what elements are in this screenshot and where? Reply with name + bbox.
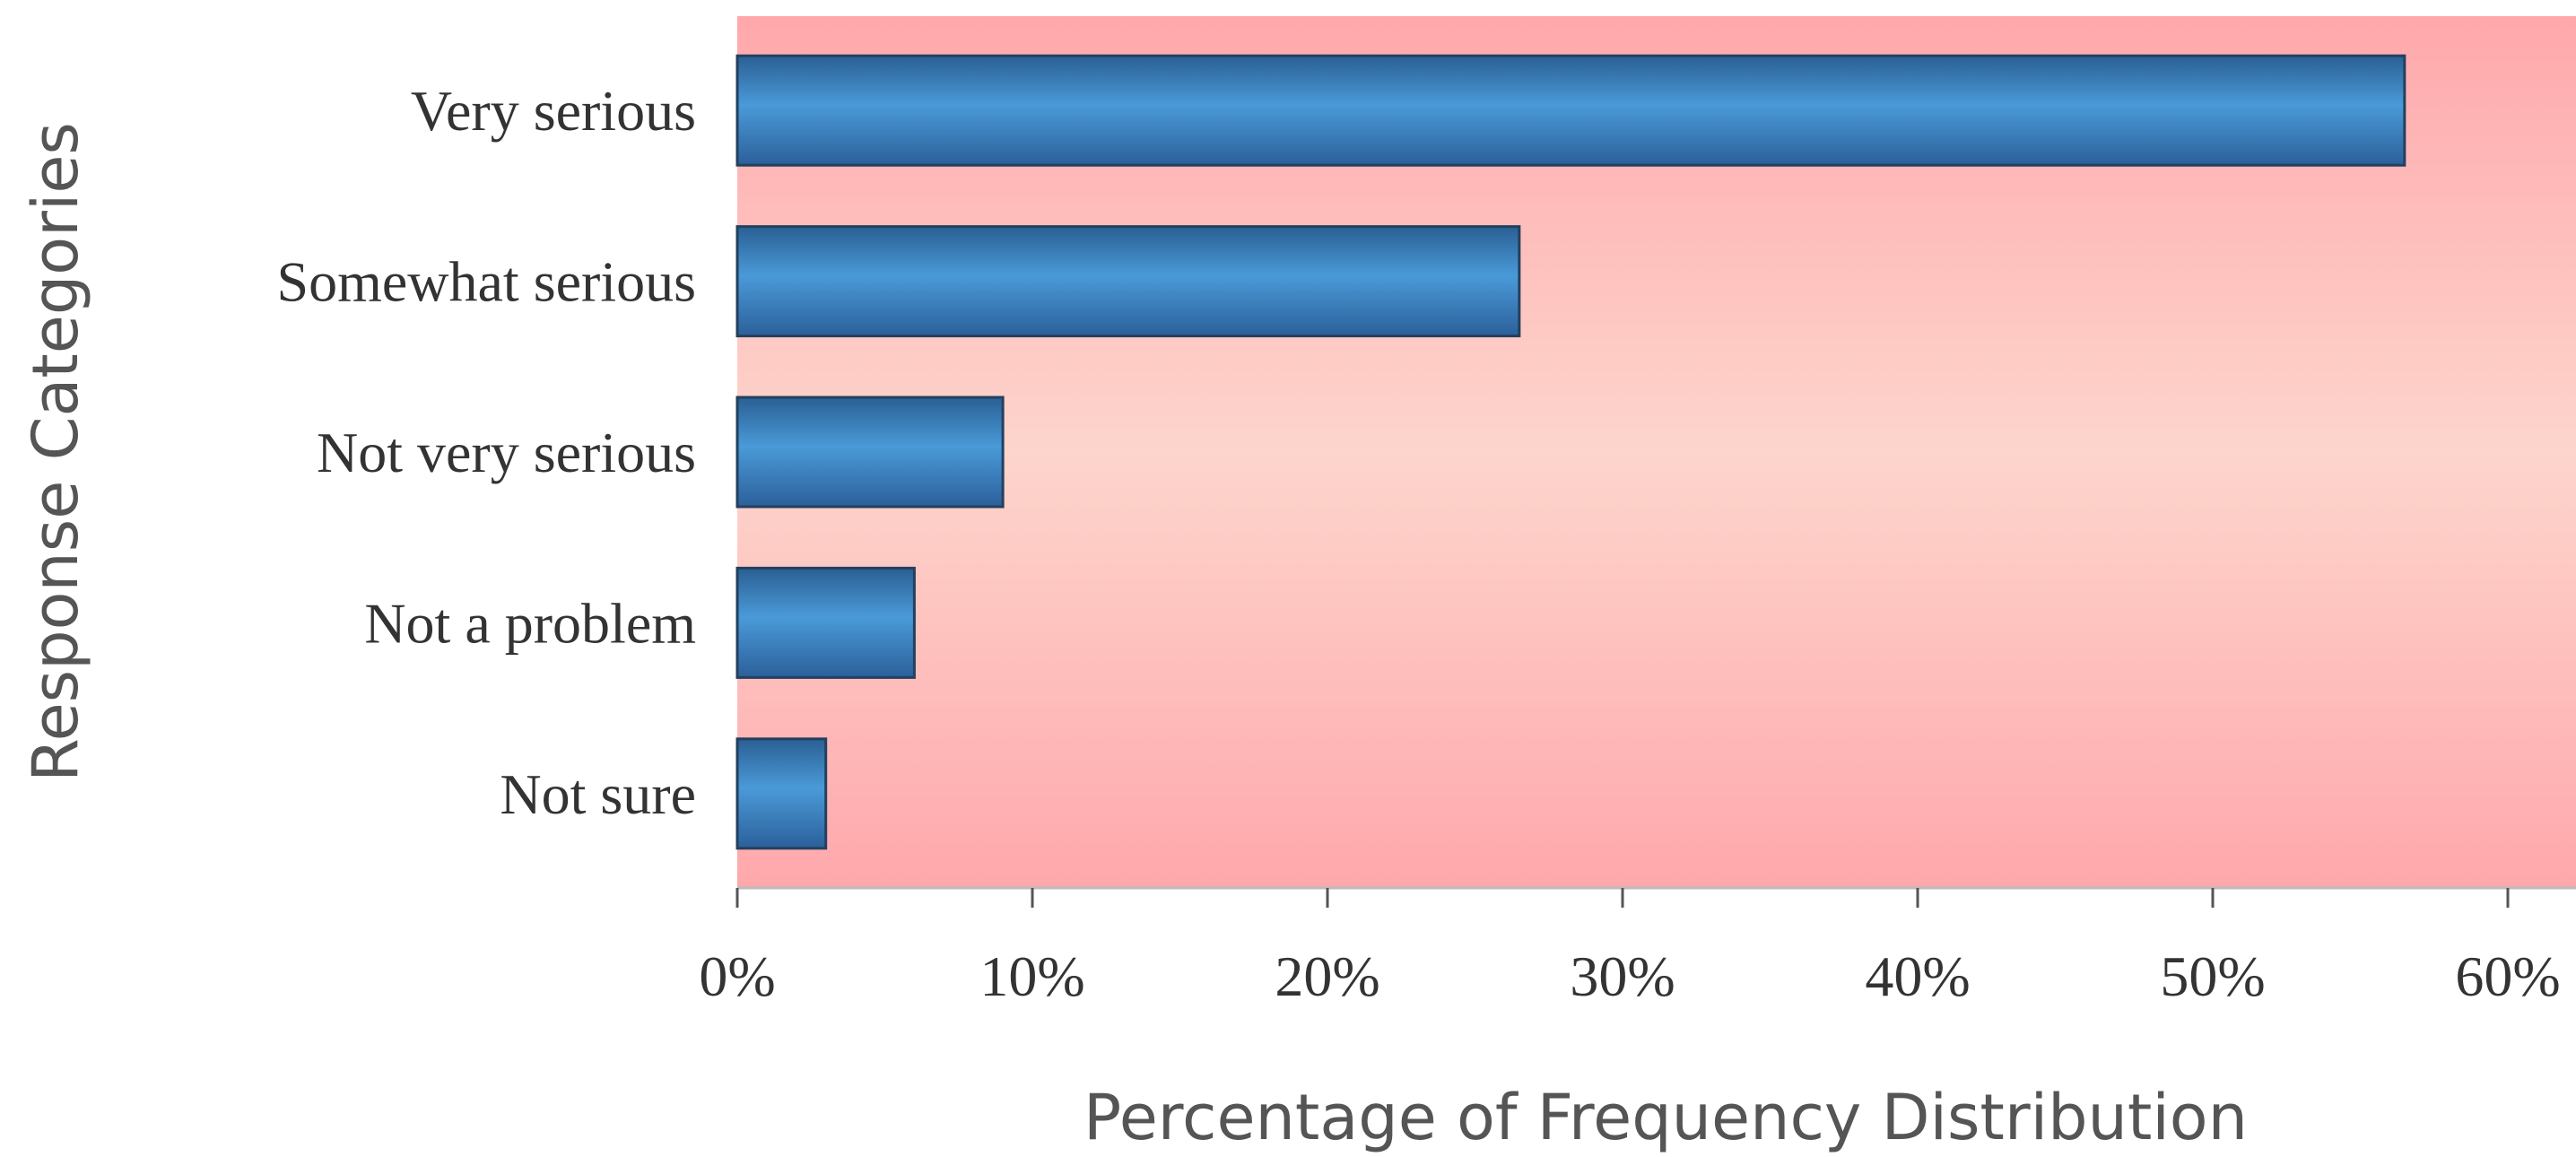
x-tick-label: 30% xyxy=(1570,944,1675,1008)
bar-not-a-problem xyxy=(735,566,916,679)
x-tick-label: 10% xyxy=(979,944,1084,1008)
category-label: Not a problem xyxy=(364,591,696,655)
y-axis-title: Response Categories xyxy=(19,122,92,782)
x-axis-title: Percentage of Frequency Distribution xyxy=(1083,1081,2248,1154)
bar-not-sure xyxy=(735,737,828,850)
category-labels-group: Very serious Somewhat serious Not very ser… xyxy=(277,79,697,826)
x-tick-label: 40% xyxy=(1865,944,1970,1008)
category-label: Somewhat serious xyxy=(277,250,697,314)
category-label: Not sure xyxy=(500,762,696,826)
x-tick-label: 20% xyxy=(1275,944,1379,1008)
x-tick-label: 60% xyxy=(2455,944,2560,1008)
bar-very-serious xyxy=(735,54,2406,167)
bar-not-very-serious xyxy=(735,396,1005,509)
bars-group xyxy=(735,54,2406,850)
category-label: Very serious xyxy=(411,79,696,143)
x-tick-label: 0% xyxy=(699,944,775,1008)
x-axis-ticks-group: 0% 10% 20% 30% 40% 50% 60% xyxy=(699,888,2561,1008)
category-label: Not very serious xyxy=(317,421,696,484)
x-tick-label: 50% xyxy=(2160,944,2265,1008)
bar-somewhat-serious xyxy=(735,225,1521,338)
